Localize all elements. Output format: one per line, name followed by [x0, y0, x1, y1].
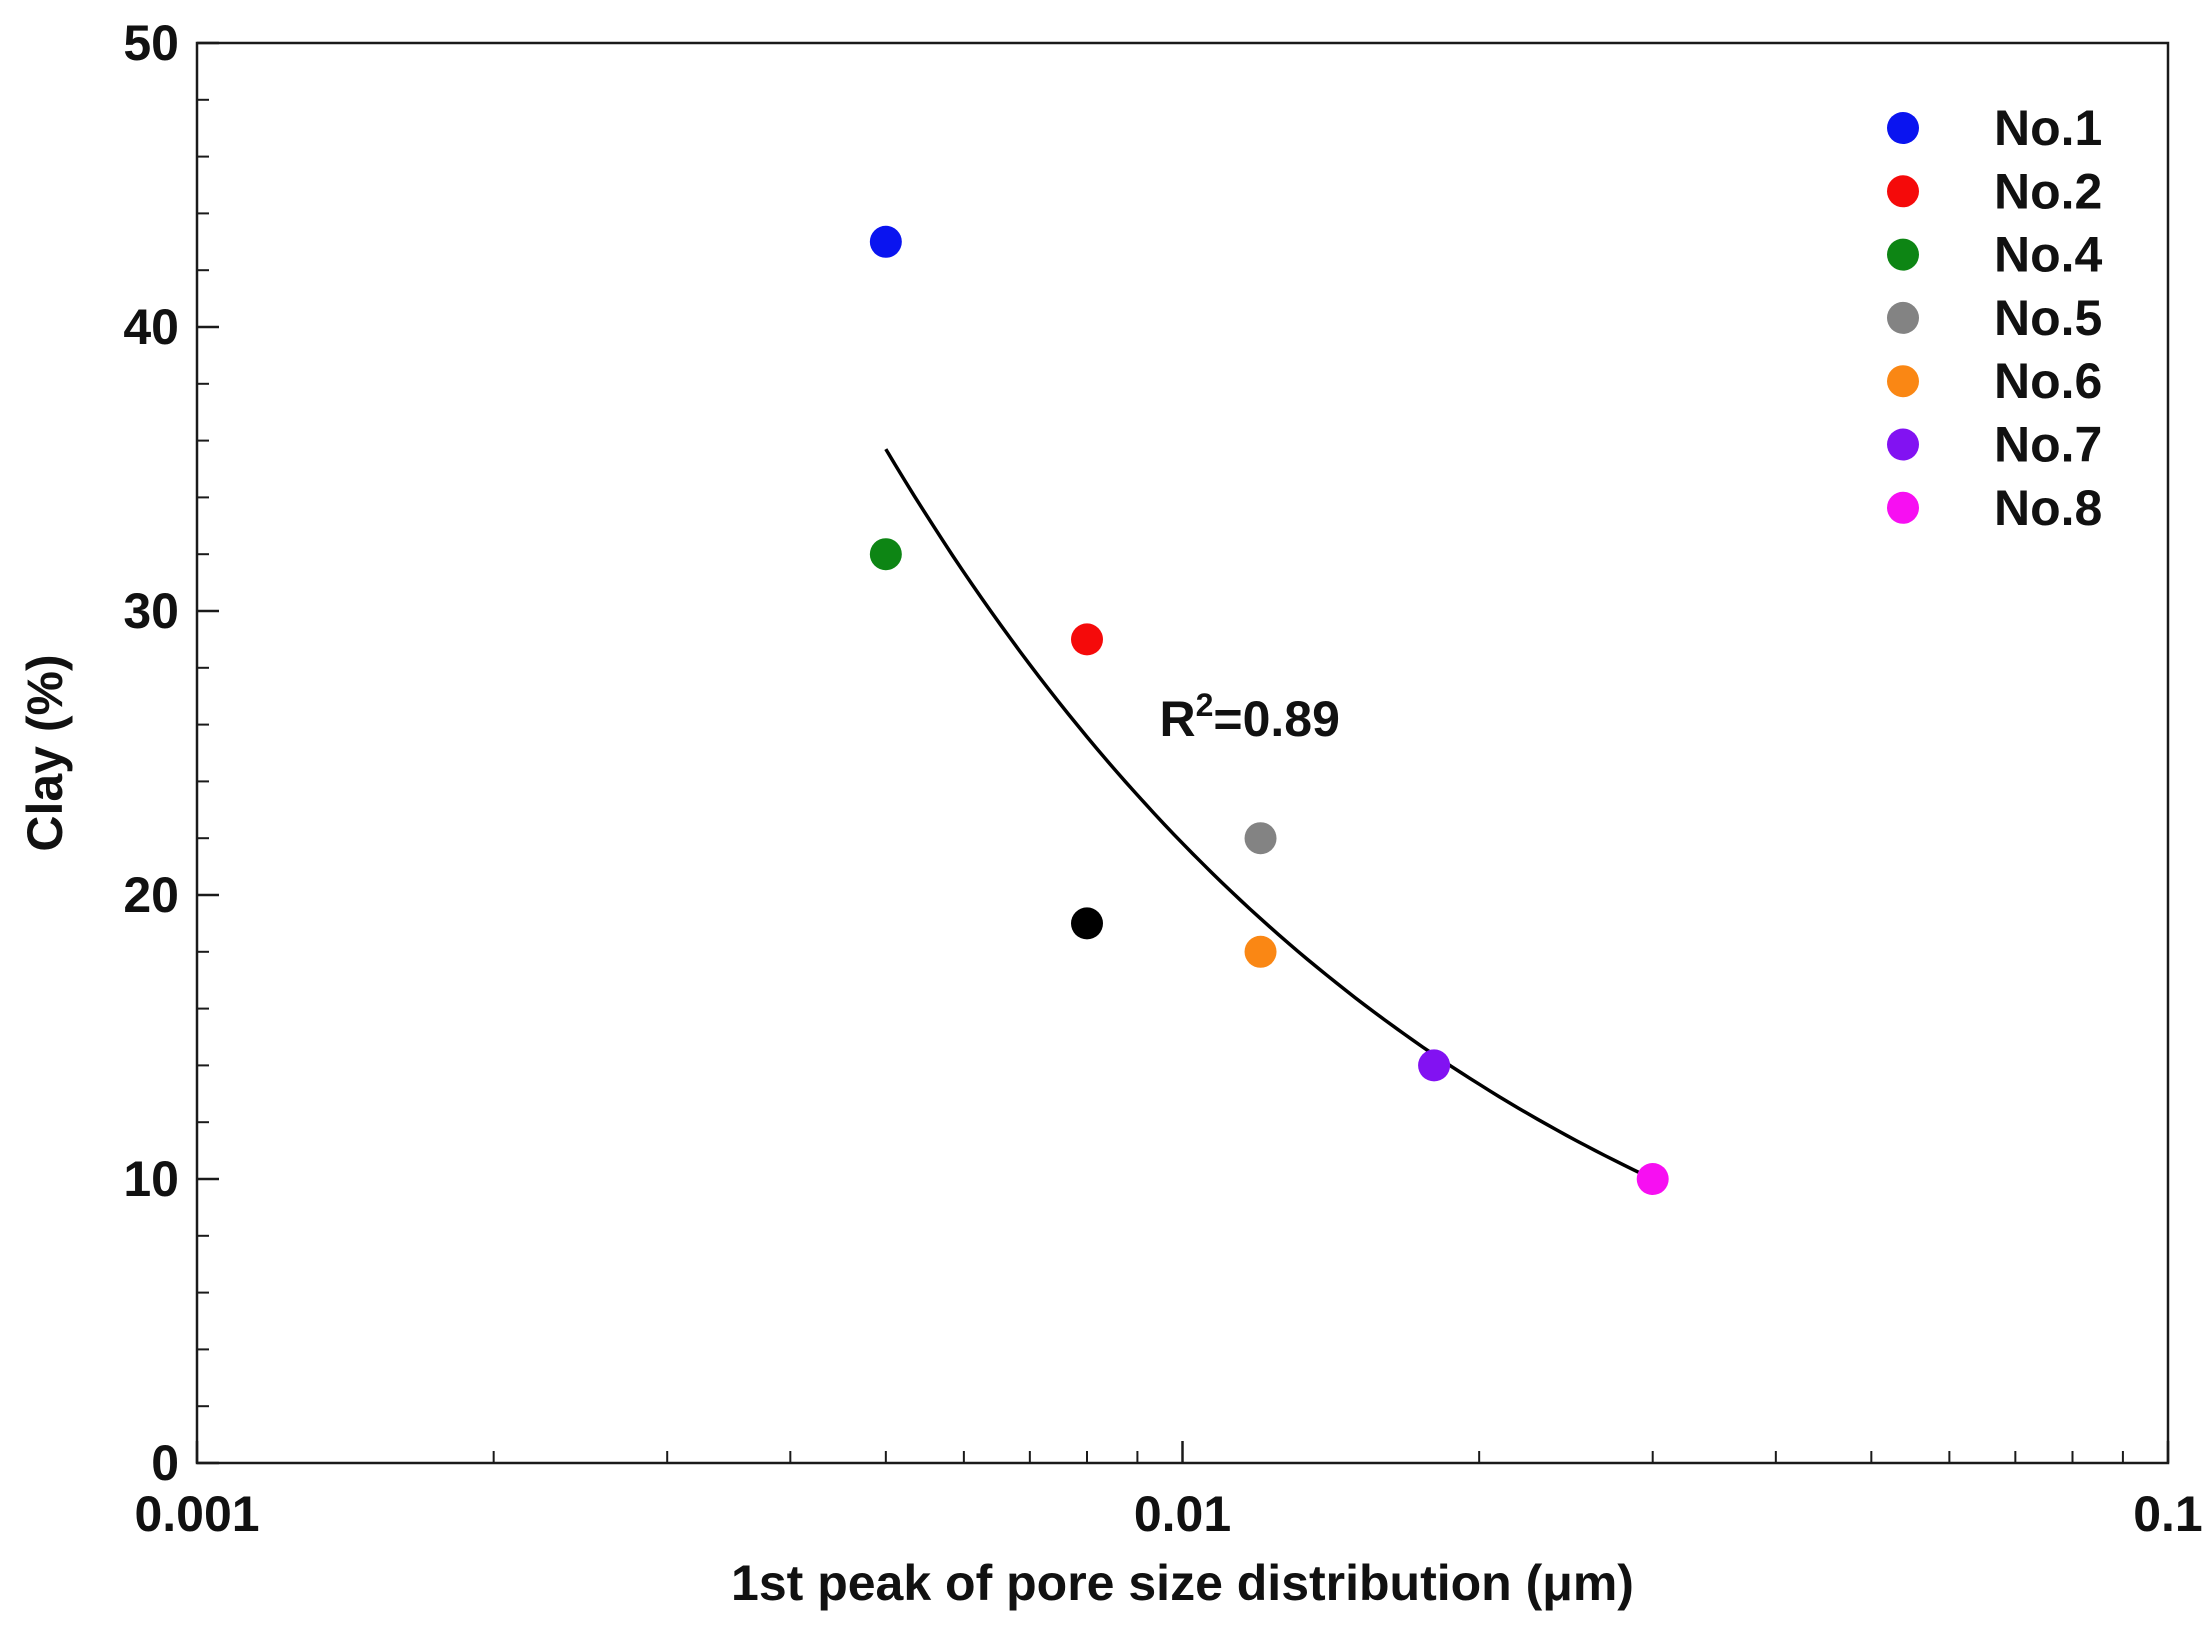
- y-axis-title: Clay (%): [17, 654, 73, 851]
- x-tick-label: 0.1: [2133, 1486, 2203, 1542]
- y-tick-label: 30: [123, 583, 179, 639]
- y-tick-label: 40: [123, 299, 179, 355]
- ticks-layer: [195, 41, 2170, 1465]
- fit-curve: [884, 448, 1654, 1181]
- legend-label: No.5: [1994, 290, 2102, 346]
- legend-label: No.6: [1994, 353, 2102, 409]
- legend-label: No.4: [1994, 227, 2103, 283]
- legend: No.1 No.2 No.4 No.5 No.6 No.7 No.8: [1887, 100, 2103, 536]
- y-tick-label: 10: [123, 1151, 179, 1207]
- legend-marker: [1887, 365, 1919, 398]
- annotation-main: R: [1159, 691, 1195, 747]
- fit-curve-layer: [884, 448, 1654, 1181]
- r-squared-annotation: R2=0.89: [1159, 687, 1339, 747]
- legend-marker: [1887, 112, 1919, 144]
- x-axis-title: 1st peak of pore size distribution (μm): [731, 1555, 1634, 1611]
- data-point-no-8: [1636, 1163, 1669, 1195]
- x-tick-label: 0.001: [134, 1486, 259, 1542]
- y-tick-label: 0: [151, 1435, 179, 1491]
- y-tick-label: 20: [123, 867, 179, 923]
- y-tick-label: 50: [123, 15, 179, 71]
- data-point-no-4: [869, 538, 902, 571]
- points-layer: [869, 225, 1669, 1195]
- labels-layer: 0 10 20 30 40 50 0.001 0.01 0.1 1st peak of pore …: [17, 15, 2203, 1611]
- legend-marker: [1887, 491, 1919, 524]
- x-tick-label: 0.01: [1134, 1486, 1231, 1542]
- data-point-no-1: [869, 225, 902, 258]
- annotation-superscript: 2: [1196, 687, 1214, 723]
- legend-marker: [1887, 428, 1919, 461]
- annotation-value: =0.89: [1213, 691, 1340, 747]
- legend-label: No.1: [1994, 100, 2102, 156]
- legend-label: No.7: [1994, 417, 2102, 473]
- legend-label: No.2: [1994, 163, 2102, 219]
- legend-marker: [1887, 175, 1919, 208]
- data-point-no-7: [1418, 1049, 1451, 1082]
- data-point-no-5: [1244, 822, 1277, 855]
- data-point-no-2: [1070, 623, 1103, 656]
- legend-marker: [1887, 301, 1919, 334]
- data-point-no-6: [1244, 935, 1277, 968]
- data-point-unlabeled: [1070, 907, 1103, 940]
- legend-label: No.8: [1994, 480, 2102, 536]
- legend-marker: [1887, 238, 1919, 271]
- plot-frame: [195, 41, 2170, 1465]
